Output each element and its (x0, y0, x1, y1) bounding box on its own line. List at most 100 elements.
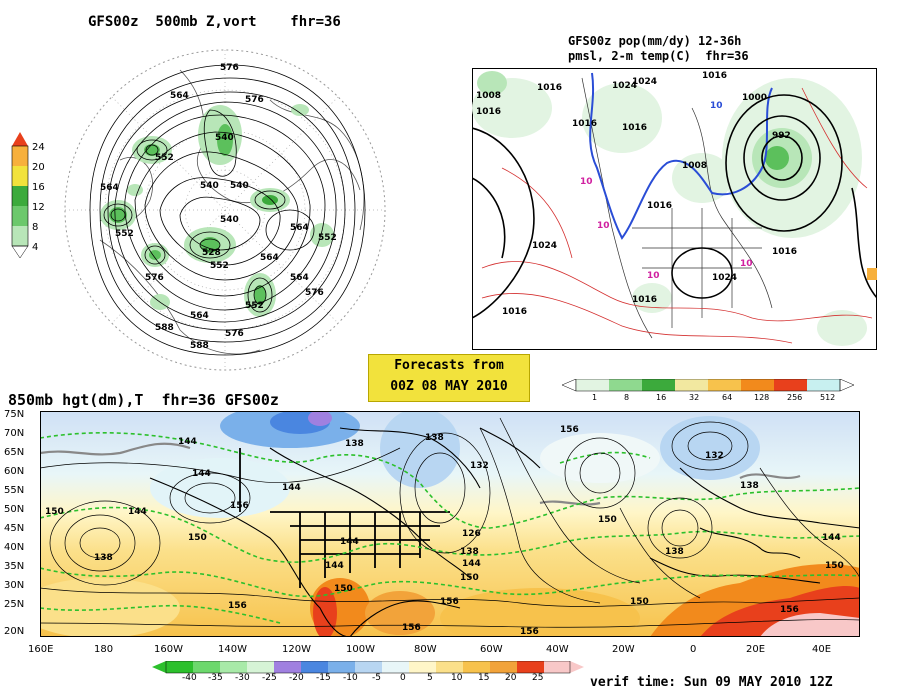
height-label: 144 (192, 469, 211, 479)
lon-label: 140W (218, 644, 247, 655)
colorbar-vorticity-tick: 8 (32, 222, 39, 233)
lon-label: 180 (94, 644, 113, 655)
contour-label: 576 (220, 63, 239, 73)
colorbar-vorticity-tick: 4 (32, 242, 39, 253)
height-label: 138 (425, 433, 444, 443)
contour-label: 552 (245, 301, 264, 311)
pmsl-label: 1024 (632, 77, 657, 87)
pmsl-precip-map: 1008 1016 1016 1016 1024 1016 1016 1024 … (472, 68, 877, 350)
colorbar-vorticity-tail (11, 245, 29, 259)
lat-label: 50N (4, 504, 24, 515)
forecast-init-badge: Forecasts from 00Z 08 MAY 2010 (368, 354, 530, 402)
pmsl-label: 1008 (682, 161, 707, 171)
lat-label: 25N (4, 599, 24, 610)
lat-label: 45N (4, 523, 24, 534)
political-borders (239, 448, 450, 588)
colorbar-temperature-bin (517, 661, 544, 673)
height-label: 144 (822, 533, 841, 543)
contour-label: 540 (200, 181, 219, 191)
pmsl-label: 1016 (632, 295, 657, 305)
contour-label: 552 (318, 233, 337, 243)
colorbar-temperature-bin (382, 661, 409, 673)
height-label: 144 (128, 507, 147, 517)
height-label: 144 (462, 559, 481, 569)
colorbar-temperature-bin (355, 661, 382, 673)
height-label: 150 (334, 584, 353, 594)
colorbar-vorticity-tick: 24 (32, 142, 45, 153)
height-label: 144 (325, 561, 344, 571)
colorbar-precip-right-arrow (839, 379, 854, 392)
pmsl-label: 1024 (712, 273, 737, 283)
temperature-shading (40, 411, 860, 637)
colorbar-temperature-tick: 25 (532, 673, 544, 683)
height-contours-850mb (40, 417, 860, 628)
zero-degree-line (40, 442, 801, 506)
pmsl-label: 1000 (742, 93, 767, 103)
height-label: 138 (94, 553, 113, 563)
temp-label: 10 (710, 101, 723, 111)
temp-label: 10 (740, 259, 753, 269)
colorbar-temperature-tick: -40 (182, 673, 197, 683)
pmsl-label: 1024 (612, 81, 637, 91)
height-label: 144 (282, 483, 301, 493)
colorbar-temperature-tick: -20 (289, 673, 304, 683)
colorbar-vorticity (11, 132, 29, 259)
height-labels: 144 144 150 144 150 138 144 144 138 138 … (45, 425, 844, 637)
pmsl-isobars (472, 94, 877, 319)
forecast-init-line1: Forecasts from (394, 358, 504, 373)
lon-label: 60W (480, 644, 503, 655)
height-label: 150 (825, 561, 844, 571)
contour-label: 564 (100, 183, 119, 193)
lat-label: 60N (4, 466, 24, 477)
pmsl-label: 1016 (502, 307, 527, 317)
colorbar-precip (562, 379, 854, 392)
colorbar-precip-tick: 128 (754, 393, 770, 402)
contour-label: 564 (290, 273, 309, 283)
colorbar-temperature-tick: -10 (343, 673, 358, 683)
colorbar-precip-tick: 1 (592, 393, 598, 402)
colorbar-precip-bin-64 (708, 379, 741, 391)
colorbar-temperature-right-arrow (570, 661, 584, 673)
height-label: 150 (598, 515, 617, 525)
height-label: 156 (520, 627, 539, 637)
lat-label: 75N (4, 409, 24, 420)
colorbar-temperature-tick: 15 (478, 673, 490, 683)
height-label: 156 (230, 501, 249, 511)
colorbar-precip-bin-16 (642, 379, 675, 391)
colorbar-temperature-bin (247, 661, 274, 673)
lat-label: 35N (4, 561, 24, 572)
colorbar-temperature-tick: -35 (208, 673, 223, 683)
contour-label: 588 (190, 341, 209, 351)
colorbar-temperature-bin (301, 661, 328, 673)
contour-label: 576 (305, 288, 324, 298)
lat-label: 55N (4, 485, 24, 496)
height-label: 150 (630, 597, 649, 607)
colorbar-temperature-tick: -15 (316, 673, 331, 683)
height-label: 132 (705, 451, 724, 461)
height-label: 156 (440, 597, 459, 607)
height-label: 144 (178, 437, 197, 447)
colorbar-temperature-bin (490, 661, 517, 673)
height-label: 138 (740, 481, 759, 491)
colorbar-temperature-bin (193, 661, 220, 673)
contour-label: 576 (225, 329, 244, 339)
contour-label: 588 (155, 323, 174, 333)
contour-label: 552 (155, 153, 174, 163)
colorbar-precip-tick: 32 (689, 393, 700, 402)
colorbar-temperature-tick: -5 (372, 673, 381, 683)
colorbar-precip-tick: 512 (820, 393, 836, 402)
height-label: 138 (460, 547, 479, 557)
height-label: 150 (45, 507, 64, 517)
contour-label: 564 (190, 311, 209, 321)
lat-label: 20N (4, 626, 24, 637)
lon-label: 40E (812, 644, 831, 655)
temp-label: 10 (597, 221, 610, 231)
lat-axis: 75N 70N 65N 60N 55N 50N 45N 40N 35N 30N … (4, 409, 24, 637)
lon-label: 40W (546, 644, 569, 655)
colorbar-temperature-tick: 0 (400, 673, 406, 683)
colorbar-temperature-tick: 10 (451, 673, 463, 683)
colorbar-vorticity-bin-8 (12, 206, 28, 226)
lat-label: 70N (4, 428, 24, 439)
contour-label: 552 (210, 261, 229, 271)
height-label: 156 (560, 425, 579, 435)
